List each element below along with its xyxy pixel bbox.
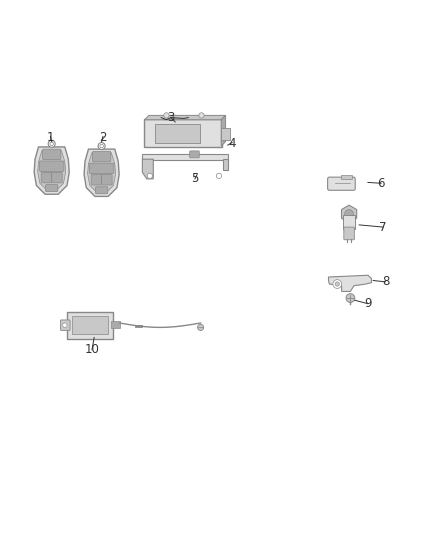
Circle shape	[50, 142, 53, 146]
FancyBboxPatch shape	[39, 161, 64, 172]
FancyBboxPatch shape	[190, 151, 199, 158]
Circle shape	[346, 294, 355, 302]
Text: 6: 6	[377, 177, 385, 190]
FancyBboxPatch shape	[341, 175, 352, 179]
FancyBboxPatch shape	[102, 174, 112, 185]
Text: 7: 7	[379, 221, 387, 233]
Circle shape	[63, 323, 67, 327]
Text: 9: 9	[364, 297, 372, 310]
FancyBboxPatch shape	[60, 320, 70, 330]
FancyBboxPatch shape	[328, 177, 355, 190]
Polygon shape	[34, 147, 69, 194]
FancyBboxPatch shape	[41, 172, 52, 183]
Circle shape	[333, 280, 342, 288]
FancyBboxPatch shape	[67, 312, 113, 339]
FancyBboxPatch shape	[92, 151, 111, 162]
FancyBboxPatch shape	[91, 174, 102, 185]
Circle shape	[100, 144, 103, 148]
FancyBboxPatch shape	[144, 119, 222, 147]
Polygon shape	[223, 159, 228, 170]
Text: 1: 1	[46, 131, 54, 144]
FancyBboxPatch shape	[46, 184, 58, 191]
Circle shape	[216, 173, 222, 179]
Circle shape	[98, 142, 105, 150]
Polygon shape	[342, 205, 357, 223]
Circle shape	[199, 113, 204, 118]
Text: 2: 2	[99, 131, 107, 144]
Circle shape	[345, 209, 353, 219]
Text: 5: 5	[191, 172, 198, 185]
FancyBboxPatch shape	[155, 124, 200, 142]
FancyBboxPatch shape	[42, 149, 61, 159]
Polygon shape	[142, 159, 153, 179]
FancyBboxPatch shape	[111, 321, 120, 328]
Polygon shape	[221, 115, 226, 146]
Text: 3: 3	[167, 111, 174, 124]
Polygon shape	[88, 152, 116, 193]
FancyBboxPatch shape	[95, 187, 108, 194]
FancyBboxPatch shape	[52, 172, 62, 183]
Circle shape	[147, 173, 152, 179]
FancyBboxPatch shape	[344, 227, 354, 240]
Polygon shape	[328, 275, 371, 292]
Circle shape	[198, 324, 204, 330]
Circle shape	[164, 113, 169, 118]
FancyBboxPatch shape	[343, 215, 355, 229]
Text: 8: 8	[382, 276, 389, 288]
Polygon shape	[145, 115, 226, 120]
FancyBboxPatch shape	[89, 163, 114, 174]
Text: 10: 10	[85, 343, 99, 356]
Circle shape	[48, 140, 55, 147]
Text: 4: 4	[228, 138, 236, 150]
FancyBboxPatch shape	[221, 128, 230, 140]
FancyBboxPatch shape	[142, 155, 228, 159]
Polygon shape	[38, 150, 66, 191]
Circle shape	[335, 282, 339, 286]
Polygon shape	[84, 149, 119, 197]
FancyBboxPatch shape	[72, 316, 108, 334]
